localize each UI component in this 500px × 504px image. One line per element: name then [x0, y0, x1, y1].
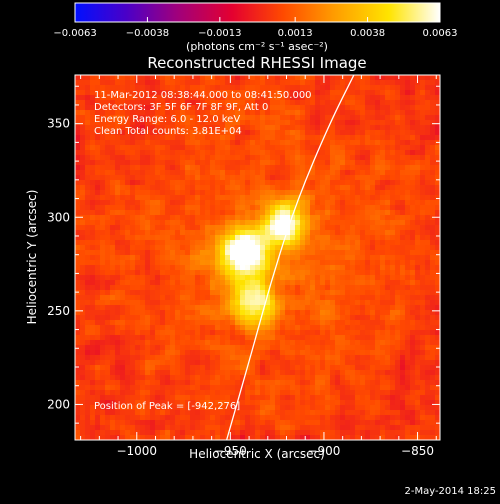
- colorbar-tick-label: −0.0013: [198, 28, 241, 39]
- footer-date: 2-May-2014 18:25: [404, 486, 496, 497]
- info-clean-counts: Clean Total counts: 3.81E+04: [94, 126, 242, 137]
- y-axis-label: Heliocentric Y (arcsec): [25, 190, 39, 325]
- info-energy-range: Energy Range: 6.0 - 12.0 keV: [94, 114, 240, 125]
- colorbar-tick-label: −0.0038: [126, 28, 169, 39]
- colorbar-tick-label: −0.0063: [53, 28, 96, 39]
- plot-area: [75, 75, 440, 440]
- colorbar-tick-label: 0.0063: [423, 28, 458, 39]
- x-tick-label: −1000: [116, 444, 157, 458]
- colorbar-tick-label: 0.0038: [350, 28, 385, 39]
- solar-limb-curve: [225, 75, 355, 440]
- plot-frame: [74, 74, 441, 441]
- colorbar-tick-labels: −0.0063 −0.0038 −0.0013 0.0013 0.0038 0.0063: [53, 28, 457, 39]
- info-time-range: 11-Mar-2012 08:38:44.000 to 08:41:50.000: [94, 90, 312, 101]
- y-tick-label: 250: [47, 304, 70, 318]
- peak-position-label: Position of Peak = [-942,276]: [94, 401, 240, 412]
- x-tick-label: −900: [307, 444, 340, 458]
- colorbar-ticks: [74, 17, 441, 22]
- info-detectors: Detectors: 3F 5F 6F 7F 8F 9F, Att 0: [94, 102, 268, 113]
- heatmap-image: [75, 75, 440, 440]
- x-axis-label: Heliocentric X (arcsec): [189, 447, 325, 461]
- y-tick-label: 350: [47, 117, 70, 131]
- y-tick-label: 300: [47, 210, 70, 224]
- colorbar-unit-label: (photons cm⁻² s⁻¹ asec⁻²): [186, 40, 328, 53]
- y-tick-labels: 200 250 300 350: [47, 117, 70, 412]
- colorbar: [74, 2, 441, 23]
- y-tick-label: 200: [47, 397, 70, 411]
- chart-title: Reconstructed RHESSI Image: [147, 54, 366, 72]
- axis-ticks: [75, 75, 440, 440]
- x-tick-label: −850: [401, 444, 434, 458]
- x-tick-labels: −1000 −950 −900 −850: [116, 444, 434, 458]
- x-tick-label: −950: [214, 444, 247, 458]
- colorbar-tick-label: 0.0013: [278, 28, 313, 39]
